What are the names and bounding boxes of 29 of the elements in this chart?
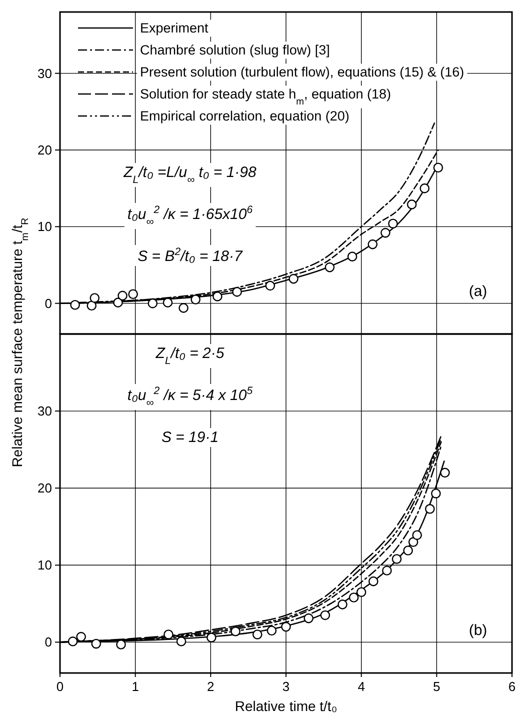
x-tick-label: 2 <box>207 679 214 694</box>
x-tick-label: 3 <box>282 679 290 694</box>
annotation: S = 19·1 <box>161 429 219 446</box>
annotation: t₀u$_{∞}$$^{2}$ /κ = 5·4 x 10$^{5}$ <box>127 385 253 409</box>
x-axis-title: Relative time t/t₀ <box>234 698 338 714</box>
x-tick-label: 6 <box>508 679 516 694</box>
annotation: (a) <box>468 283 488 300</box>
x-tick-label: 5 <box>433 679 440 694</box>
text: Solution for steady state h$_{m}$, equation (18) <box>140 86 392 108</box>
y-tick-label: 30 <box>38 404 52 419</box>
y-tick-label: 10 <box>38 219 52 234</box>
y-tick-label: 20 <box>38 480 52 496</box>
y-tick-label: 0 <box>44 296 52 311</box>
legend-label: Experiment <box>140 20 209 36</box>
y-tick-label: 0 <box>44 634 52 650</box>
y-tick-label: 20 <box>38 142 52 158</box>
x-tick-label: 0 <box>56 679 64 694</box>
legend-label: Present solution (turbulent flow), equations (15) & (16) <box>140 64 464 80</box>
annotation: Z$_{L}$/t₀ = 2·5 <box>154 345 225 367</box>
text: Empirical correlation, equation (20) <box>140 108 350 124</box>
annotation: S = B$^{2}$/t₀ = 18·7 <box>138 246 244 265</box>
y-tick-label: 30 <box>38 66 52 81</box>
annotation: (b) <box>468 622 488 639</box>
x-tick-label: 1 <box>132 679 139 694</box>
legend-label: Chambré solution (slug flow) [3] <box>140 42 330 58</box>
x-tick-label: 4 <box>358 679 365 694</box>
annotation: Z$_{L}$/t₀ =L/u$_{∞}$ t₀ = 1·98 <box>122 164 258 186</box>
y-tick-label: 10 <box>38 558 52 573</box>
annotation: t₀u$_{∞}$$^{2}$ /κ = 1·65x10$^{6}$ <box>127 204 253 228</box>
